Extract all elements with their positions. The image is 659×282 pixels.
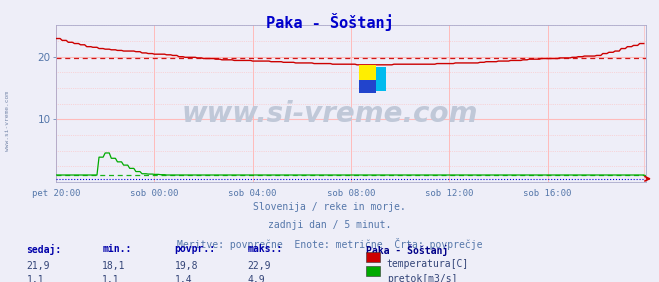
Text: sob 04:00: sob 04:00 [229, 189, 277, 198]
Text: sob 12:00: sob 12:00 [425, 189, 473, 198]
Text: Paka - Šoštanj: Paka - Šoštanj [366, 244, 448, 256]
Text: zadnji dan / 5 minut.: zadnji dan / 5 minut. [268, 220, 391, 230]
Text: 1,1: 1,1 [26, 275, 44, 282]
Text: 4,9: 4,9 [247, 275, 265, 282]
Text: sob 00:00: sob 00:00 [130, 189, 179, 198]
Text: Paka - Šoštanj: Paka - Šoštanj [266, 13, 393, 31]
Text: 1,1: 1,1 [102, 275, 120, 282]
Text: 22,9: 22,9 [247, 261, 271, 271]
Text: sob 08:00: sob 08:00 [327, 189, 375, 198]
Text: min.:: min.: [102, 244, 132, 254]
Text: pet 20:00: pet 20:00 [32, 189, 80, 198]
Text: Slovenija / reke in morje.: Slovenija / reke in morje. [253, 202, 406, 212]
Text: sedaj:: sedaj: [26, 244, 61, 255]
Text: 21,9: 21,9 [26, 261, 50, 271]
Text: 18,1: 18,1 [102, 261, 126, 271]
Text: Meritve: povprečne  Enote: metrične  Črta: povprečje: Meritve: povprečne Enote: metrične Črta:… [177, 238, 482, 250]
Text: sob 16:00: sob 16:00 [523, 189, 572, 198]
Text: www.si-vreme.com: www.si-vreme.com [5, 91, 11, 151]
Text: temperatura[C]: temperatura[C] [387, 259, 469, 269]
Text: maks.:: maks.: [247, 244, 282, 254]
Text: 19,8: 19,8 [175, 261, 198, 271]
Text: 1,4: 1,4 [175, 275, 192, 282]
Text: www.si-vreme.com: www.si-vreme.com [181, 100, 478, 128]
Text: povpr.:: povpr.: [175, 244, 215, 254]
Text: pretok[m3/s]: pretok[m3/s] [387, 274, 457, 282]
